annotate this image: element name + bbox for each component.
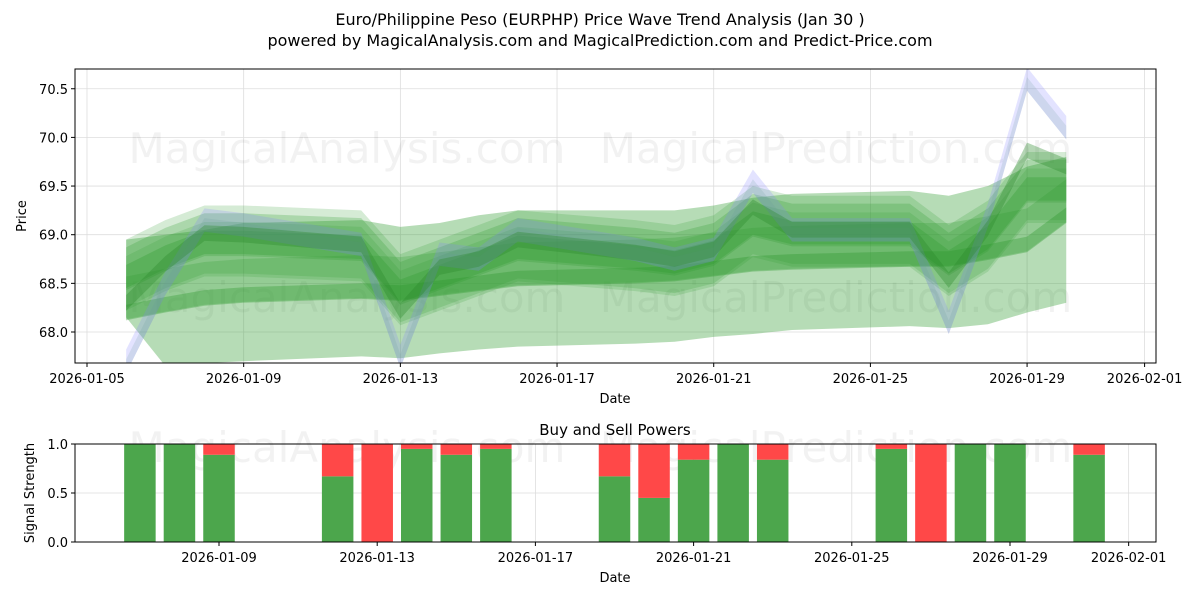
signal-bars	[124, 444, 1105, 542]
y-tick-label: 0.5	[47, 487, 68, 502]
x-tick-label: 2026-01-13	[363, 372, 439, 387]
sell-bar	[875, 444, 908, 449]
sell-bar	[480, 444, 512, 449]
chart-subtitle: powered by MagicalAnalysis.com and Magic…	[267, 31, 933, 50]
y-tick-label: 69.5	[39, 180, 68, 195]
watermark-analysis-2: MagicalAnalysis.com	[129, 273, 566, 322]
y-tick-label: 0.0	[47, 536, 68, 551]
sell-bar	[361, 444, 393, 542]
sell-bar	[638, 444, 670, 498]
sell-bar	[321, 444, 354, 477]
buy-bar	[203, 454, 235, 542]
x-tick-label: 2026-01-13	[339, 551, 415, 566]
price-axes: 2026-01-05 2026-01-09 2026-01-13 2026-01-17…	[39, 83, 1182, 387]
y-tick-label: 70.0	[39, 131, 68, 146]
watermark-top: MagicalAnalysis.com MagicalPrediction.co…	[129, 124, 1073, 322]
price-wave-bands	[126, 69, 1067, 363]
buy-bar	[401, 448, 433, 542]
buy-bar	[1073, 454, 1105, 542]
chart-title: Euro/Philippine Peso (EURPHP) Price Wave…	[335, 10, 865, 29]
y-tick-label: 1.0	[47, 438, 68, 453]
buy-bar	[717, 444, 749, 542]
buy-bar	[163, 444, 196, 542]
buy-bar	[598, 476, 631, 542]
watermark-prediction-2: MagicalPrediction.com	[600, 273, 1073, 322]
x-tick-label: 2026-01-29	[972, 551, 1048, 566]
signal-chart-title: Buy and Sell Powers	[539, 421, 691, 439]
x-tick-label: 2026-01-17	[519, 372, 595, 387]
x-tick-label: 2026-01-21	[656, 551, 732, 566]
price-plot-frame	[74, 68, 1157, 364]
y-tick-label: 69.0	[39, 229, 68, 244]
x-tick-label: 2026-01-29	[989, 372, 1065, 387]
y-tick-label: 70.5	[39, 83, 68, 98]
x-tick-label: 2026-01-17	[498, 551, 574, 566]
signal-y-label: Signal Strength	[23, 443, 38, 543]
watermark-prediction: MagicalPrediction.com	[600, 124, 1073, 173]
price-grid	[75, 69, 1156, 363]
watermark-analysis: MagicalAnalysis.com	[129, 124, 566, 173]
sell-bar	[598, 444, 631, 477]
buy-bar	[321, 476, 354, 542]
price-x-label: Date	[599, 392, 630, 407]
buy-bar	[638, 497, 670, 542]
price-y-label: Price	[15, 200, 30, 232]
buy-bar	[756, 459, 789, 542]
x-tick-label: 2026-01-09	[181, 551, 257, 566]
sell-bar	[677, 444, 710, 460]
x-tick-label: 2026-01-25	[833, 372, 909, 387]
buy-bar	[994, 444, 1026, 542]
buy-bar	[677, 459, 710, 542]
signal-x-label: Date	[599, 571, 630, 586]
buy-bar	[124, 444, 156, 542]
sell-bar	[203, 444, 235, 455]
sell-bar	[756, 444, 789, 460]
sell-bar	[401, 444, 433, 449]
signal-axes: 2026-01-09 2026-01-13 2026-01-17 2026-01-21…	[47, 438, 1166, 566]
sell-bar	[915, 444, 947, 542]
buy-bar	[480, 448, 512, 542]
sell-bar	[1073, 444, 1105, 455]
buy-bar	[440, 454, 473, 542]
sell-bar	[440, 444, 473, 455]
x-tick-label: 2026-01-25	[814, 551, 890, 566]
y-tick-label: 68.0	[39, 326, 68, 341]
x-tick-label: 2026-02-01	[1091, 551, 1167, 566]
buy-bar	[954, 444, 987, 542]
x-tick-label: 2026-02-01	[1107, 372, 1183, 387]
x-tick-label: 2026-01-09	[206, 372, 282, 387]
x-tick-label: 2026-01-21	[676, 372, 752, 387]
x-tick-label: 2026-01-05	[49, 372, 125, 387]
buy-bar	[875, 448, 908, 542]
y-tick-label: 68.5	[39, 277, 68, 292]
